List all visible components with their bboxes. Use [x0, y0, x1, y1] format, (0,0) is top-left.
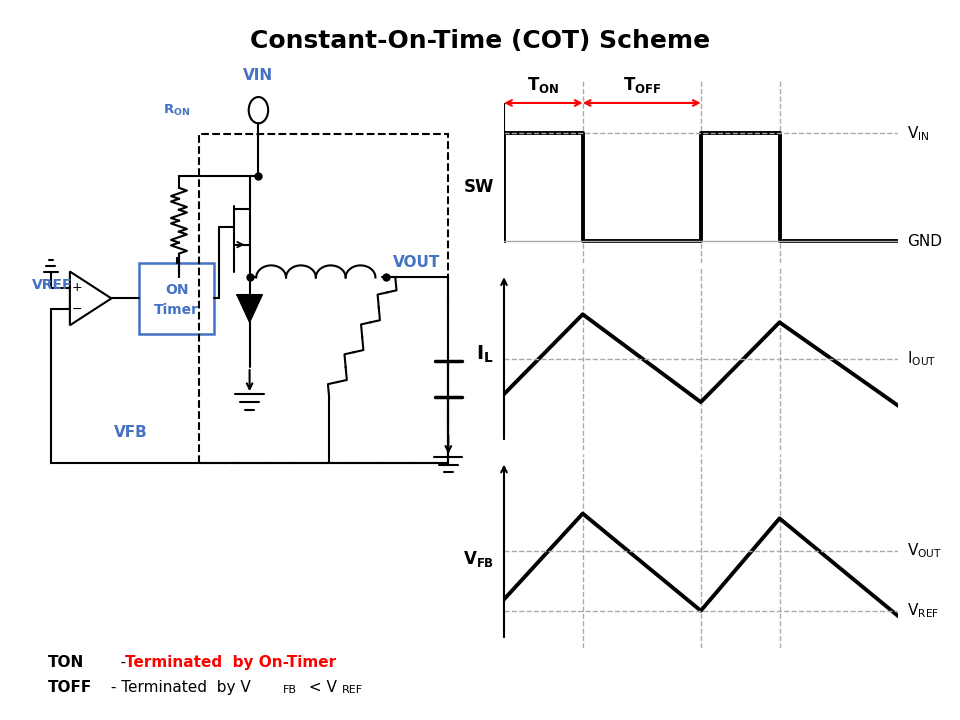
Text: I$_{\mathregular{L}}$: I$_{\mathregular{L}}$	[476, 343, 494, 365]
Text: TOFF: TOFF	[48, 680, 92, 696]
Bar	[199, 134, 448, 463]
Text: V$_{\mathregular{IN}}$: V$_{\mathregular{IN}}$	[907, 124, 930, 143]
Text: V$_{\mathregular{FB}}$: V$_{\mathregular{FB}}$	[463, 549, 494, 569]
Text: FB: FB	[283, 685, 298, 695]
Text: VREF: VREF	[33, 278, 73, 292]
Text: V$_{\mathregular{OUT}}$: V$_{\mathregular{OUT}}$	[907, 541, 943, 560]
Text: VFB: VFB	[113, 426, 147, 441]
Text: VIN: VIN	[244, 68, 274, 84]
Text: - Terminated  by V: - Terminated by V	[106, 680, 251, 696]
Text: T$_{\mathregular{OFF}}$: T$_{\mathregular{OFF}}$	[623, 76, 660, 95]
FancyBboxPatch shape	[139, 263, 214, 334]
Text: R$_{\mathregular{ON}}$: R$_{\mathregular{ON}}$	[163, 103, 190, 117]
Text: SW: SW	[464, 179, 494, 197]
Text: +: +	[71, 281, 82, 294]
Text: GND: GND	[907, 234, 943, 248]
Text: Terminated  by On-Timer: Terminated by On-Timer	[125, 655, 336, 670]
Text: VOUT: VOUT	[394, 256, 441, 270]
Text: ON: ON	[165, 283, 188, 297]
Text: < V: < V	[304, 680, 337, 696]
Text: V$_{\mathregular{REF}}$: V$_{\mathregular{REF}}$	[907, 601, 940, 620]
Text: I$_{\mathregular{OUT}}$: I$_{\mathregular{OUT}}$	[907, 350, 937, 369]
Text: REF: REF	[342, 685, 363, 695]
Polygon shape	[237, 295, 262, 323]
Text: TON: TON	[48, 655, 84, 670]
Text: T$_{\mathregular{ON}}$: T$_{\mathregular{ON}}$	[527, 76, 560, 95]
Text: Constant-On-Time (COT) Scheme: Constant-On-Time (COT) Scheme	[250, 29, 710, 53]
Text: -: -	[106, 655, 131, 670]
Text: Timer: Timer	[155, 303, 200, 318]
Text: −: −	[71, 302, 82, 315]
